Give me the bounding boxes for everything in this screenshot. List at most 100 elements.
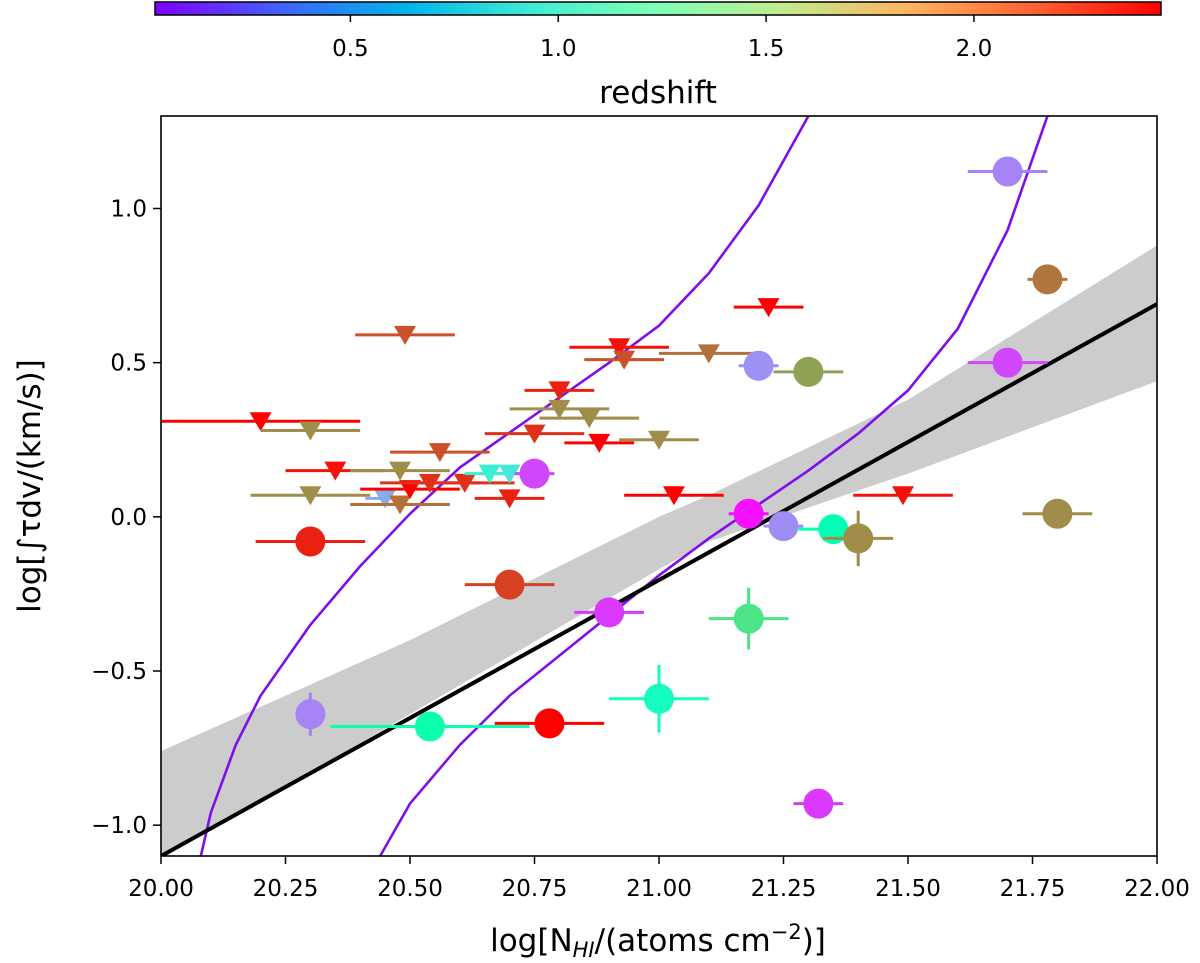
detection-marker	[295, 526, 326, 557]
colorbar-tick-label: 1.0	[540, 36, 577, 62]
detection-point	[823, 510, 894, 567]
y-tick-label: 1.0	[110, 197, 147, 223]
detection-point	[494, 708, 605, 739]
detection-marker	[768, 511, 799, 542]
upper-limit-triangle	[389, 495, 412, 515]
upper-limit-point	[853, 486, 953, 506]
upper-limit-triangle	[428, 443, 451, 463]
upper-limit-triangle	[498, 464, 521, 484]
detection-marker	[803, 788, 834, 819]
detection-point	[708, 587, 789, 650]
upper-limit-point	[355, 325, 455, 345]
x-tick-label: 22.00	[1124, 876, 1190, 902]
detection-point	[255, 526, 366, 557]
detection-point	[464, 569, 555, 600]
detection-point	[574, 597, 645, 628]
right-curve	[378, 116, 1049, 856]
y-tick-label: −1.0	[91, 813, 147, 839]
upper-limit-point	[390, 443, 490, 463]
detection-point	[967, 347, 1048, 378]
detection-marker	[992, 347, 1023, 378]
upper-limit-point	[619, 430, 699, 450]
upper-limit-point	[414, 473, 515, 493]
detection-marker	[519, 458, 550, 489]
upper-limit-triangle	[399, 480, 421, 500]
upper-limit-point	[624, 486, 724, 506]
upper-limit-point	[569, 338, 669, 358]
detection-marker	[1042, 498, 1073, 529]
colorbar-tick-label: 2.0	[956, 36, 993, 62]
upper-limit-triangle	[548, 381, 571, 401]
detection-marker	[295, 699, 326, 730]
upper-limit-point	[161, 412, 361, 432]
detection-marker	[793, 356, 824, 387]
x-tick-label: 20.25	[253, 876, 319, 902]
model-curves	[199, 116, 1049, 856]
colorbar-gradient	[154, 1, 1162, 16]
upper-limit-triangle	[453, 473, 476, 493]
upper-limit-triangle	[523, 424, 546, 444]
upper-limit-triangle	[588, 433, 611, 453]
detection-marker	[733, 603, 764, 634]
detection-marker	[843, 523, 874, 554]
x-tick-label: 21.75	[1000, 876, 1066, 902]
detection-marker	[743, 350, 774, 381]
y-axis-ticks: −1.0 −0.5 0.0 0.5 1.0	[91, 197, 161, 839]
x-axis-title: log[NHI/(atoms cm−2)]	[490, 920, 826, 962]
x-tick-label: 20.75	[502, 876, 568, 902]
upper-limit-triangle	[578, 409, 601, 429]
upper-limit-point	[484, 424, 585, 444]
upper-limit-triangle	[892, 486, 915, 506]
upper-limit-triangle	[608, 338, 631, 358]
detection-markers	[255, 156, 1093, 819]
upper-limit-triangle	[394, 325, 417, 345]
detection-marker	[414, 711, 445, 742]
detection-point	[1027, 264, 1068, 295]
detection-point	[1022, 498, 1093, 529]
upper-limit-triangle	[498, 489, 521, 509]
x-tick-label: 20.00	[128, 876, 194, 902]
upper-limit-triangle	[324, 461, 347, 481]
colorbar: 0.5 1.0 1.5 2.0 redshift	[154, 1, 1162, 111]
detection-marker	[733, 498, 764, 529]
upper-limit-point	[524, 381, 595, 401]
x-tick-label: 20.50	[377, 876, 443, 902]
upper-limit-point	[509, 399, 610, 419]
detection-point	[330, 711, 530, 742]
colorbar-tick-label: 0.5	[332, 36, 369, 62]
upper-limit-point	[250, 486, 371, 506]
upper-limit-point	[659, 344, 759, 364]
upper-limit-triangle	[374, 489, 397, 509]
upper-limit-point	[564, 433, 635, 453]
detection-marker	[818, 514, 849, 545]
upper-limit-triangle	[757, 298, 780, 318]
detection-point	[514, 458, 555, 489]
y-tick-label: 0.5	[110, 351, 147, 377]
colorbar-label: redshift	[599, 75, 717, 111]
upper-limit-point	[539, 409, 640, 429]
upper-limit-point	[474, 489, 545, 509]
upper-limit-triangle	[662, 486, 685, 506]
detection-point	[609, 664, 709, 733]
detection-point	[773, 356, 844, 387]
detection-point	[967, 156, 1048, 187]
upper-limit-triangle	[613, 350, 636, 370]
upper-limit-point	[733, 298, 804, 318]
upper-limit-triangle	[389, 461, 412, 481]
detection-marker	[1032, 264, 1063, 295]
upper-limit-point	[360, 480, 460, 500]
detection-marker	[534, 708, 565, 739]
detection-point	[793, 788, 844, 819]
detection-point	[728, 498, 769, 529]
upper-limit-markers	[161, 298, 953, 515]
upper-limit-triangle	[299, 421, 322, 441]
upper-limit-point	[260, 421, 361, 441]
detection-marker	[992, 156, 1023, 187]
upper-limit-point	[350, 461, 450, 481]
upper-limit-point	[350, 495, 450, 515]
detection-point	[763, 511, 804, 542]
upper-limit-triangle	[648, 430, 670, 450]
upper-limit-triangle	[249, 412, 272, 432]
colorbar-ticks: 0.5 1.0 1.5 2.0	[332, 15, 992, 62]
